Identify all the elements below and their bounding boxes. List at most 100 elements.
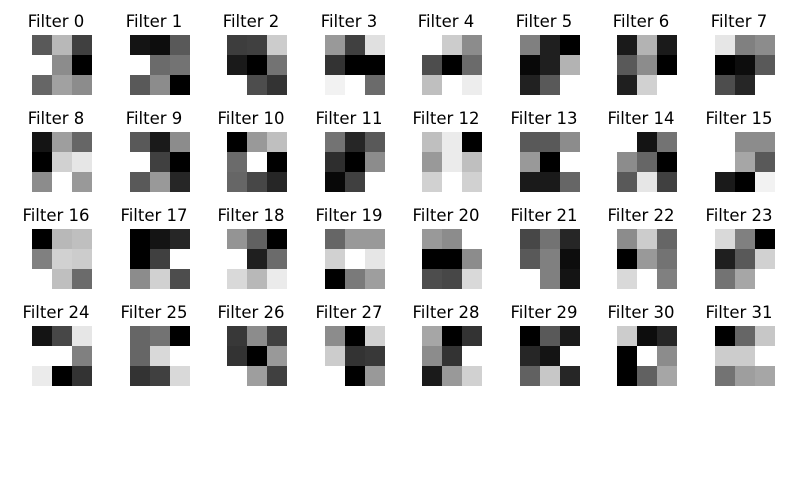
filter-weight-cell: [227, 172, 247, 192]
filter-weight-cell: [130, 75, 150, 95]
filter-image: [617, 132, 677, 192]
filter-image: [325, 132, 385, 192]
filter-weight-cell: [267, 366, 287, 386]
filter-image: [520, 229, 580, 289]
filter-weight-cell: [637, 152, 657, 172]
filter-weight-cell: [520, 75, 540, 95]
filter-weight-cell: [247, 75, 267, 95]
filter-weight-cell: [52, 366, 72, 386]
filter-weight-cell: [540, 366, 560, 386]
filter-panel: Filter 14: [601, 109, 681, 192]
filter-panel: Filter 15: [699, 109, 779, 192]
filter-weight-cell: [72, 35, 92, 55]
filter-weight-cell: [32, 346, 52, 366]
filter-title: Filter 2: [222, 12, 280, 31]
filter-title: Filter 8: [27, 109, 85, 128]
filter-weight-cell: [150, 366, 170, 386]
filter-weight-cell: [345, 55, 365, 75]
filter-weight-cell: [735, 55, 755, 75]
filter-weight-cell: [715, 269, 735, 289]
filter-image: [130, 132, 190, 192]
filter-weight-cell: [422, 152, 442, 172]
filter-weight-cell: [72, 346, 92, 366]
filter-weight-cell: [755, 35, 775, 55]
filter-weight-cell: [72, 75, 92, 95]
filter-weight-cell: [72, 172, 92, 192]
filter-weight-cell: [442, 152, 462, 172]
filter-weight-cell: [32, 269, 52, 289]
filter-title: Filter 18: [217, 206, 285, 225]
filter-weight-cell: [72, 249, 92, 269]
filter-weight-cell: [325, 366, 345, 386]
filter-title: Filter 10: [217, 109, 285, 128]
filter-weight-cell: [345, 172, 365, 192]
filter-weight-cell: [170, 346, 190, 366]
filter-weight-cell: [462, 172, 482, 192]
filter-weight-cell: [365, 326, 385, 346]
filter-image: [617, 35, 677, 95]
filter-weight-cell: [325, 326, 345, 346]
filter-panel: Filter 11: [309, 109, 389, 192]
filter-weight-cell: [657, 249, 677, 269]
filter-weight-cell: [617, 132, 637, 152]
filter-panel: Filter 8: [16, 109, 96, 192]
filter-weight-cell: [365, 132, 385, 152]
filter-title: Filter 22: [607, 206, 675, 225]
filter-weight-cell: [715, 75, 735, 95]
filter-weight-cell: [267, 35, 287, 55]
filter-weight-cell: [520, 326, 540, 346]
filter-weight-cell: [755, 172, 775, 192]
filter-weight-cell: [130, 366, 150, 386]
filter-panel: Filter 7: [699, 12, 779, 95]
filter-weight-cell: [325, 152, 345, 172]
filter-weight-cell: [365, 75, 385, 95]
filter-image: [32, 229, 92, 289]
filter-weight-cell: [32, 326, 52, 346]
filter-title: Filter 5: [515, 12, 573, 31]
filter-weight-cell: [130, 249, 150, 269]
filter-weight-cell: [637, 229, 657, 249]
filter-weight-cell: [462, 55, 482, 75]
filter-panel: Filter 27: [309, 303, 389, 386]
filter-weight-cell: [227, 346, 247, 366]
filter-weight-cell: [637, 75, 657, 95]
filter-image: [32, 326, 92, 386]
filter-weight-cell: [32, 366, 52, 386]
filter-image: [227, 132, 287, 192]
filter-weight-cell: [267, 75, 287, 95]
filter-title: Filter 17: [120, 206, 188, 225]
filter-image: [715, 35, 775, 95]
filter-weight-cell: [130, 269, 150, 289]
filter-weight-cell: [520, 35, 540, 55]
filter-title: Filter 11: [315, 109, 383, 128]
filter-weight-cell: [540, 55, 560, 75]
filter-image: [130, 35, 190, 95]
filter-image: [325, 326, 385, 386]
filter-weight-cell: [365, 346, 385, 366]
filter-image: [227, 326, 287, 386]
filter-weight-cell: [657, 172, 677, 192]
filter-image: [617, 326, 677, 386]
filter-weight-cell: [365, 366, 385, 386]
filter-weight-cell: [32, 132, 52, 152]
filter-weight-cell: [462, 326, 482, 346]
filter-weight-cell: [345, 249, 365, 269]
filter-weight-cell: [247, 269, 267, 289]
filter-weight-cell: [227, 326, 247, 346]
filter-weight-cell: [560, 346, 580, 366]
filter-title: Filter 25: [120, 303, 188, 322]
filter-weight-cell: [560, 152, 580, 172]
filter-title: Filter 19: [315, 206, 383, 225]
filter-weight-cell: [267, 152, 287, 172]
filter-weight-cell: [72, 229, 92, 249]
filter-weight-cell: [755, 132, 775, 152]
filter-weight-cell: [150, 132, 170, 152]
filter-weight-cell: [617, 152, 637, 172]
filter-image: [520, 132, 580, 192]
filter-weight-cell: [540, 132, 560, 152]
filter-weight-cell: [325, 75, 345, 95]
filter-weight-cell: [637, 35, 657, 55]
filter-panel: Filter 10: [211, 109, 291, 192]
filter-weight-cell: [227, 75, 247, 95]
